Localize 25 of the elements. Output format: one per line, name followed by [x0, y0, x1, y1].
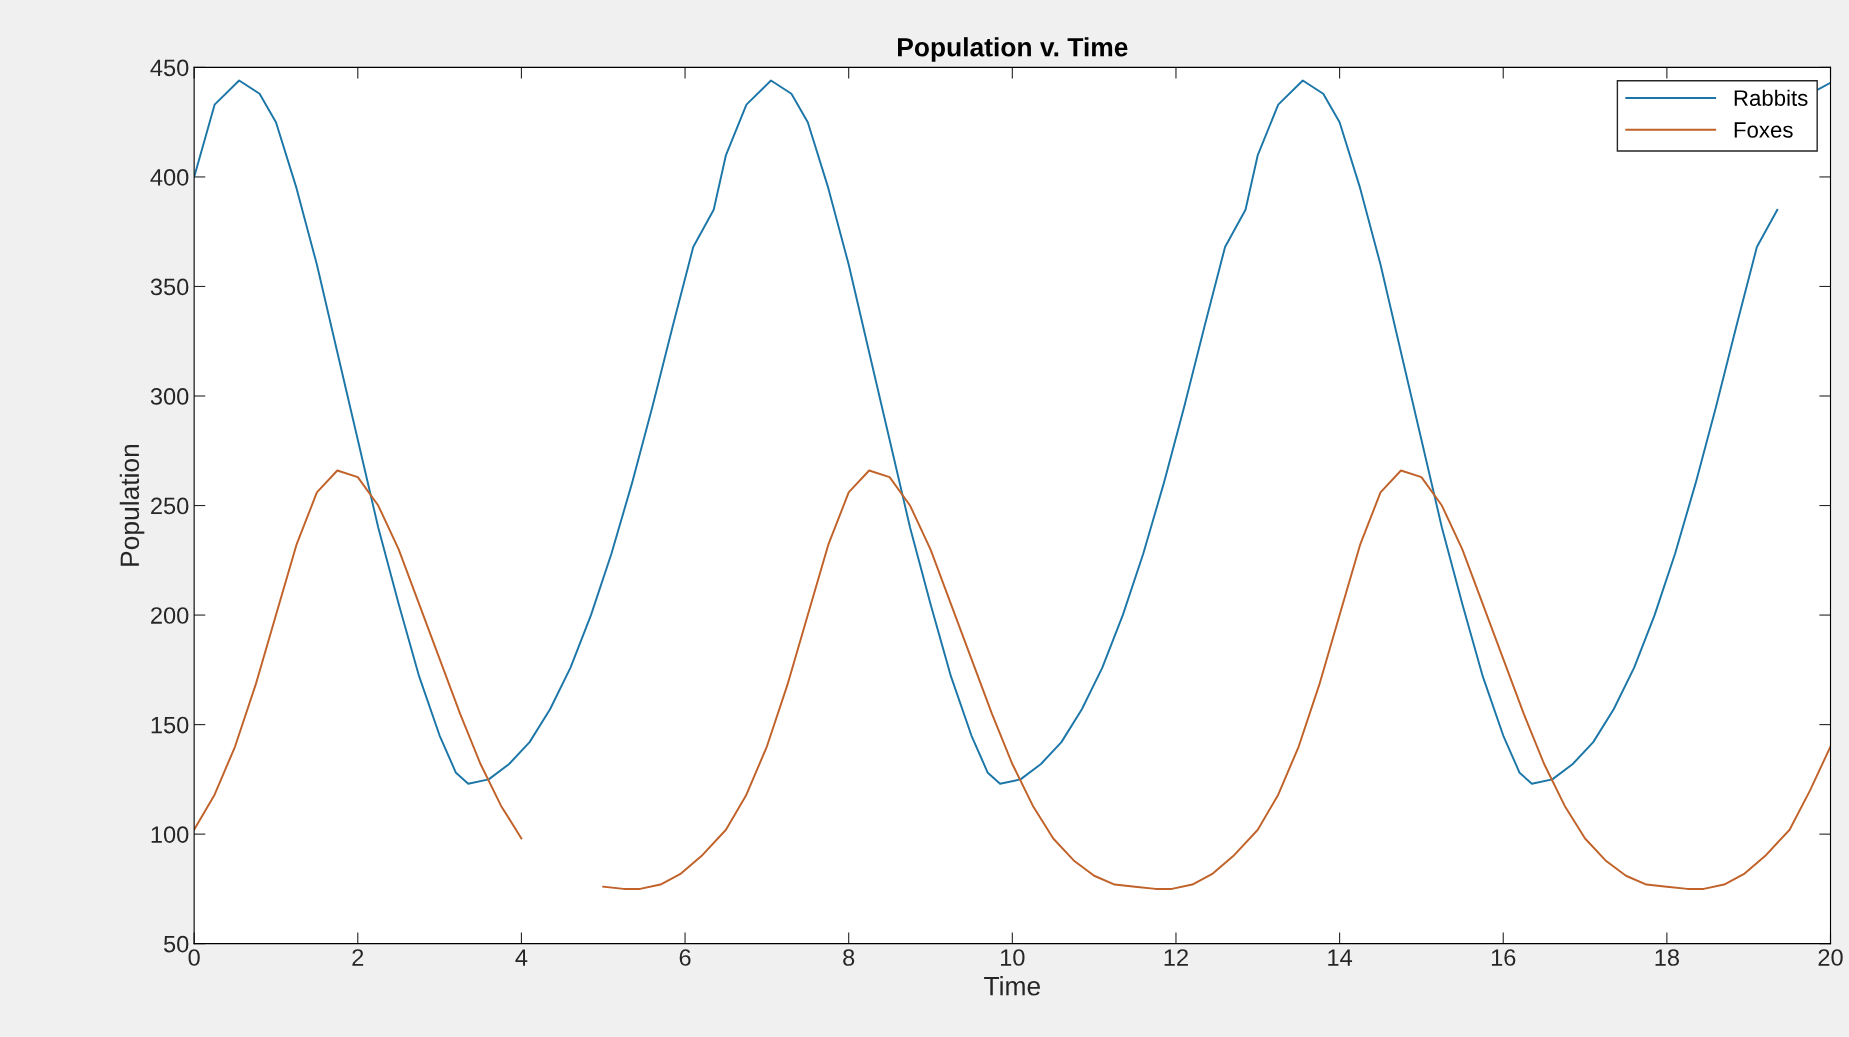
y-tick-label: 450	[150, 59, 189, 77]
x-tick-label: 6	[679, 949, 691, 966]
x-tick-label: 16	[1491, 949, 1516, 966]
x-tick-label: 0	[188, 949, 200, 966]
x-tick-label: 18	[1655, 949, 1679, 966]
y-tick-label: 50	[163, 935, 189, 953]
y-axis-title: Population	[119, 444, 145, 566]
legend-label: Foxes	[1734, 122, 1793, 138]
y-tick-label: 300	[150, 388, 189, 405]
legend-label: Rabbits	[1734, 89, 1808, 106]
x-tick-label: 4	[515, 949, 528, 966]
x-tick-label: 2	[352, 949, 364, 966]
x-tick-label: 10	[1001, 949, 1025, 966]
y-tick-label: 100	[151, 826, 189, 843]
x-tick-label: 12	[1164, 949, 1188, 966]
x-tick-label: 8	[843, 949, 855, 966]
y-tick-label: 200	[151, 607, 189, 624]
y-tick-label: 350	[150, 278, 189, 296]
y-tick-label: 400	[150, 169, 189, 186]
y-tick-label: 150	[151, 716, 189, 734]
x-tick-label: 20	[1818, 949, 1843, 966]
y-tick-label: 250	[151, 497, 189, 515]
x-tick-label: 14	[1328, 949, 1353, 966]
chart-title: Population v. Time	[898, 37, 1128, 62]
x-axis-title: Time	[984, 976, 1040, 996]
